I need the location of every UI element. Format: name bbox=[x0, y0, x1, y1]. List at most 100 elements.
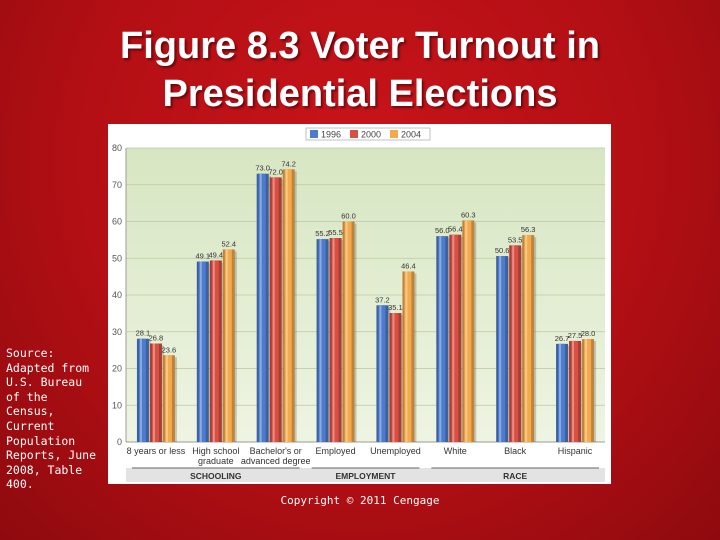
y-tick-label: 50 bbox=[112, 253, 122, 263]
bar-highlight bbox=[559, 343, 562, 442]
x-tick-label: advanced degree bbox=[241, 456, 311, 466]
legend-swatch bbox=[390, 130, 398, 138]
bar-highlight bbox=[152, 343, 155, 442]
chart-panel: 0 10 20 30 40 50 60 70 80 1996 2000 2004 28.1 26.8 23.… bbox=[108, 124, 611, 484]
data-label: 28.0 bbox=[581, 329, 596, 338]
bar-highlight bbox=[439, 236, 442, 442]
data-label: 55.5 bbox=[328, 228, 343, 237]
data-label: 74.2 bbox=[281, 159, 296, 168]
bar-highlight bbox=[585, 339, 588, 442]
slide-title: Figure 8.3 Voter Turnout in Presidential… bbox=[20, 22, 700, 118]
bar-face bbox=[258, 173, 266, 442]
x-tick-label: Hispanic bbox=[558, 446, 593, 456]
bar-highlight bbox=[465, 220, 468, 442]
slide-title-line-1: Figure 8.3 Voter Turnout in bbox=[120, 25, 600, 67]
data-label: 50.6 bbox=[495, 246, 510, 255]
y-tick-label: 40 bbox=[112, 290, 122, 300]
bar-face bbox=[318, 239, 326, 442]
bar-highlight bbox=[272, 177, 275, 442]
y-tick-label: 10 bbox=[112, 400, 122, 410]
x-tick-label: Employed bbox=[316, 446, 356, 456]
data-label: 56.4 bbox=[448, 225, 463, 234]
bar-highlight bbox=[512, 245, 515, 442]
bar-face bbox=[344, 221, 352, 442]
x-tick-label: High school bbox=[192, 446, 239, 456]
data-label: 52.4 bbox=[222, 239, 237, 248]
data-label: 60.3 bbox=[461, 210, 476, 219]
bar-highlight bbox=[452, 234, 455, 442]
bar-face bbox=[558, 343, 566, 442]
bar-highlight bbox=[392, 313, 395, 442]
bar-face bbox=[524, 235, 532, 442]
voter-turnout-chart: 0 10 20 30 40 50 60 70 80 1996 2000 2004 28.126.8 23.… bbox=[108, 124, 611, 484]
legend-label: 1996 bbox=[321, 130, 341, 140]
data-label: 26.7 bbox=[555, 334, 570, 343]
bar-face bbox=[511, 245, 519, 442]
bar-face bbox=[438, 236, 446, 442]
data-label: 73.0 bbox=[255, 164, 270, 173]
group-label: EMPLOYMENT bbox=[336, 471, 397, 481]
bar-highlight bbox=[285, 169, 288, 442]
bar-highlight bbox=[225, 249, 228, 442]
data-label: 53.5 bbox=[508, 235, 523, 244]
bar-face bbox=[571, 340, 579, 442]
group-band bbox=[126, 468, 605, 482]
legend-swatch bbox=[350, 130, 358, 138]
bar-highlight bbox=[165, 355, 168, 442]
data-label: 72.0 bbox=[268, 167, 283, 176]
bar-highlight bbox=[259, 173, 262, 442]
copyright-note: Copyright © 2011 Cengage bbox=[280, 494, 440, 507]
y-tick-label: 0 bbox=[117, 437, 122, 447]
y-tick-label: 20 bbox=[112, 364, 122, 374]
y-tick-label: 60 bbox=[112, 217, 122, 227]
x-tick-label: White bbox=[444, 446, 467, 456]
data-label: 46.4 bbox=[401, 261, 416, 270]
bar-highlight bbox=[499, 256, 502, 442]
y-tick-label: 80 bbox=[112, 143, 122, 153]
bar-highlight bbox=[212, 260, 215, 442]
bar-face bbox=[378, 305, 386, 442]
legend-label: 2004 bbox=[401, 130, 421, 140]
bar-highlight bbox=[379, 305, 382, 442]
data-label: 28.1 bbox=[136, 329, 151, 338]
legend-label: 2000 bbox=[361, 130, 381, 140]
legend-swatch bbox=[310, 130, 318, 138]
bar-highlight bbox=[572, 340, 575, 442]
bar-face bbox=[151, 343, 159, 442]
data-label: 23.6 bbox=[162, 345, 177, 354]
bar-face bbox=[404, 271, 412, 442]
group-label: RACE bbox=[503, 471, 527, 481]
bar-face bbox=[284, 169, 292, 442]
x-tick-label: Bachelor's or bbox=[250, 446, 302, 456]
legend-box bbox=[305, 127, 431, 141]
bar-highlight bbox=[345, 221, 348, 442]
x-tick-label: 8 years or less bbox=[127, 446, 186, 456]
bar-highlight bbox=[405, 271, 408, 442]
data-label: 37.2 bbox=[375, 295, 390, 304]
bar-face bbox=[164, 355, 172, 442]
bar-face bbox=[198, 261, 206, 442]
slide-title-line-2: Presidential Elections bbox=[162, 73, 558, 115]
data-label: 56.3 bbox=[521, 225, 536, 234]
source-note: Source: Adapted from U.S. Bureau of the … bbox=[6, 346, 97, 492]
bar-highlight bbox=[199, 261, 202, 442]
group-label: SCHOOLING bbox=[190, 471, 242, 481]
x-tick-label: Unemployed bbox=[370, 446, 421, 456]
bar-face bbox=[211, 260, 219, 442]
bar-face bbox=[391, 313, 399, 442]
data-label: 26.8 bbox=[149, 334, 164, 343]
data-label: 60.0 bbox=[341, 212, 356, 221]
data-label: 49.4 bbox=[209, 250, 224, 259]
bar-face bbox=[331, 238, 339, 442]
x-tick-label: Black bbox=[504, 446, 527, 456]
bar-highlight bbox=[525, 235, 528, 442]
x-tick-label: graduate bbox=[198, 456, 234, 466]
bar-face bbox=[464, 220, 472, 442]
bar-face bbox=[584, 339, 592, 442]
data-label: 56.0 bbox=[435, 226, 450, 235]
bar-highlight bbox=[139, 338, 142, 442]
bar-face bbox=[451, 234, 459, 442]
data-label: 27.5 bbox=[568, 331, 583, 340]
bar-face bbox=[138, 338, 146, 442]
bar-highlight bbox=[332, 238, 335, 442]
